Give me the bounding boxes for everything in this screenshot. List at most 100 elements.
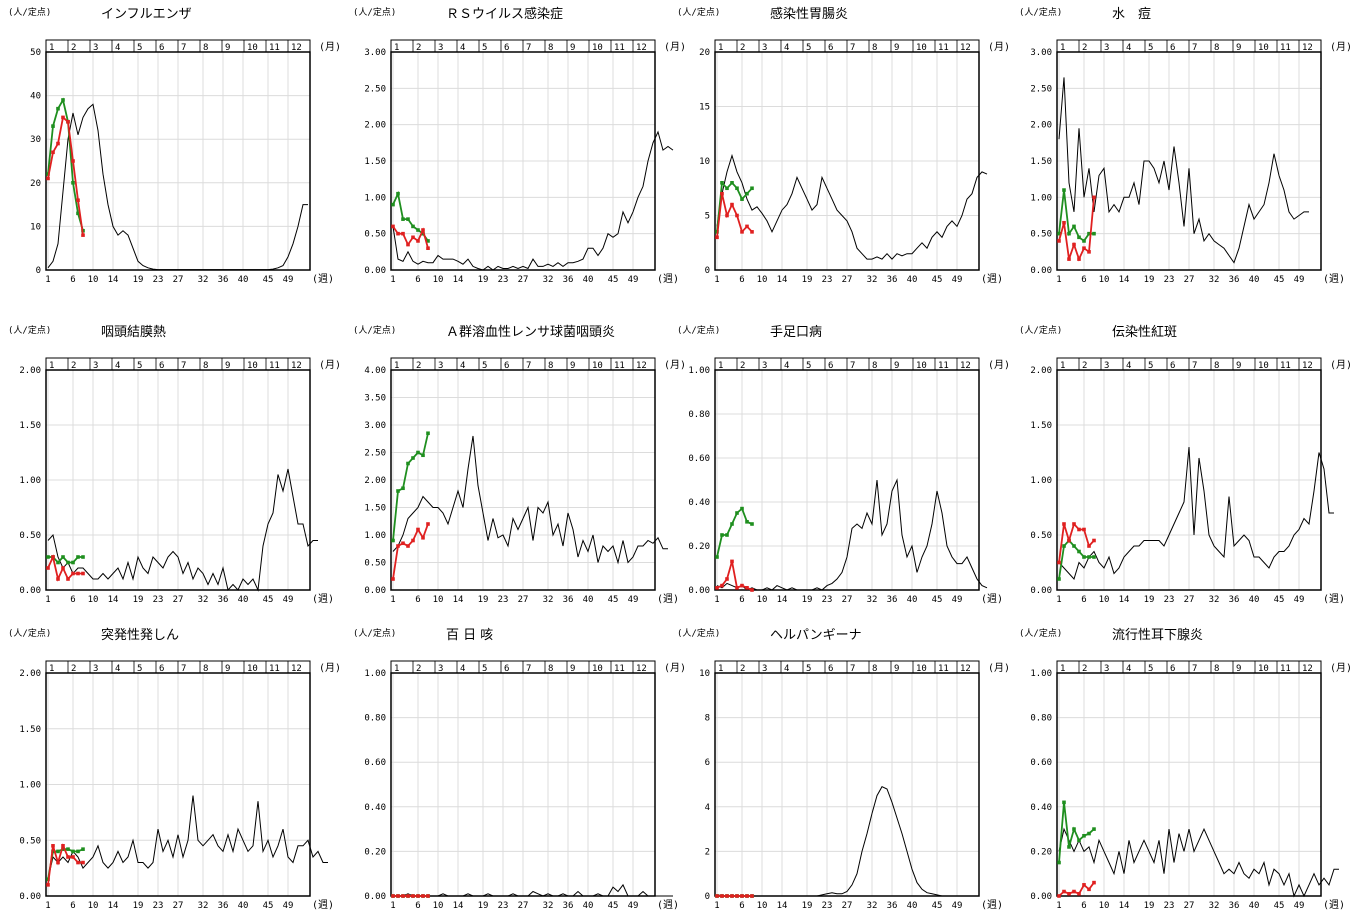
y-tick-label: 1.50 <box>364 157 386 167</box>
data-point-green <box>51 124 55 128</box>
y-tick-label: 0.50 <box>364 230 386 240</box>
month-label: 4 <box>784 664 789 674</box>
month-label: 10 <box>247 43 258 53</box>
data-point-red <box>1077 891 1081 896</box>
plot-frame <box>714 672 980 897</box>
data-point-red <box>750 588 754 592</box>
x-tick-label: 27 <box>842 275 853 285</box>
data-point-green <box>735 186 739 191</box>
x-tick-label: 49 <box>628 275 639 285</box>
data-point-green <box>406 217 410 221</box>
data-point-green <box>76 211 80 216</box>
month-label: 2 <box>740 664 745 674</box>
month-label: 3 <box>93 664 98 674</box>
week-unit-label: (週) <box>981 899 1003 911</box>
data-point-red <box>426 522 430 526</box>
month-label: 10 <box>247 664 258 674</box>
data-point-green <box>421 453 425 458</box>
month-label: 10 <box>916 664 927 674</box>
y-tick-label: 6 <box>705 758 710 768</box>
data-point-green <box>416 228 420 232</box>
x-tick-label: 27 <box>842 901 853 911</box>
data-point-green <box>730 522 734 526</box>
x-tick-label: 6 <box>415 901 420 911</box>
month-label: 10 <box>916 361 927 371</box>
plot-frame <box>1056 369 1322 591</box>
month-unit-label: (月) <box>988 662 1010 674</box>
month-label: 1 <box>394 43 399 53</box>
y-tick-label: 1.50 <box>1030 157 1052 167</box>
data-point-red <box>401 231 405 236</box>
data-point-green <box>1082 833 1086 838</box>
month-label: 1 <box>1060 361 1065 371</box>
data-point-green <box>61 847 65 851</box>
month-label: 5 <box>482 361 487 371</box>
x-tick-label: 40 <box>907 901 918 911</box>
data-point-red <box>426 246 430 250</box>
x-tick-label: 1 <box>45 901 50 911</box>
y-tick-label: 20 <box>699 48 710 58</box>
y-tick-label: 0.50 <box>19 836 41 846</box>
x-tick-label: 23 <box>498 595 509 605</box>
x-tick-label: 6 <box>70 595 75 605</box>
x-tick-label: 14 <box>777 275 788 285</box>
month-label: 12 <box>960 361 971 371</box>
data-point-green <box>1092 555 1096 559</box>
y-tick-label: 0.60 <box>1030 758 1052 768</box>
data-point-red <box>421 894 425 898</box>
x-tick-label: 45 <box>608 901 619 911</box>
x-tick-label: 19 <box>478 901 489 911</box>
x-tick-label: 10 <box>757 901 768 911</box>
x-tick-label: 27 <box>518 275 529 285</box>
data-point-green <box>391 538 395 543</box>
data-point-red <box>416 527 420 532</box>
month-label: 6 <box>828 43 833 53</box>
data-point-red <box>1072 889 1076 894</box>
y-unit-label: (人/定点) <box>353 627 396 639</box>
month-label: 10 <box>916 43 927 53</box>
data-point-red <box>1072 522 1076 526</box>
data-point-red <box>1092 880 1096 885</box>
data-point-red <box>71 159 75 163</box>
chart-title: 流行性耳下腺炎 <box>1112 628 1203 643</box>
x-tick-label: 10 <box>1099 275 1110 285</box>
y-unit-label: (人/定点) <box>8 627 51 639</box>
x-tick-label: 19 <box>1144 901 1155 911</box>
week-unit-label: (週) <box>981 593 1003 605</box>
x-tick-label: 40 <box>583 595 594 605</box>
month-label: 2 <box>1082 664 1087 674</box>
data-point-red <box>745 586 749 590</box>
month-unit-label: (月) <box>664 41 686 53</box>
y-tick-label: 0 <box>705 892 710 902</box>
x-tick-label: 49 <box>283 901 294 911</box>
month-label: 7 <box>1192 361 1197 371</box>
chart-title: 水 痘 <box>1112 7 1151 22</box>
data-point-green <box>416 450 420 455</box>
month-label: 8 <box>1214 361 1219 371</box>
month-label: 2 <box>71 43 76 53</box>
month-label: 3 <box>762 664 767 674</box>
data-point-green <box>1077 838 1081 843</box>
data-point-red <box>81 860 85 865</box>
data-point-green <box>421 231 425 236</box>
month-label: 12 <box>291 664 302 674</box>
month-label: 4 <box>784 43 789 53</box>
x-tick-label: 49 <box>952 595 963 605</box>
week-unit-label: (週) <box>1323 273 1345 285</box>
month-label: 8 <box>1214 664 1219 674</box>
y-tick-label: 0.00 <box>19 892 41 902</box>
plot-frame <box>1056 51 1322 271</box>
week-unit-label: (週) <box>657 899 679 911</box>
x-tick-label: 19 <box>133 901 144 911</box>
month-label: 7 <box>181 361 186 371</box>
x-tick-label: 49 <box>283 595 294 605</box>
y-tick-label: 1.50 <box>19 421 41 431</box>
month-label: 5 <box>137 43 142 53</box>
month-label: 4 <box>1126 361 1131 371</box>
month-unit-label: (月) <box>988 41 1010 53</box>
month-label: 3 <box>1104 43 1109 53</box>
data-point-red <box>745 224 749 229</box>
y-tick-label: 0.20 <box>688 542 710 552</box>
y-tick-label: 1.00 <box>1030 669 1052 679</box>
x-tick-label: 23 <box>822 595 833 605</box>
